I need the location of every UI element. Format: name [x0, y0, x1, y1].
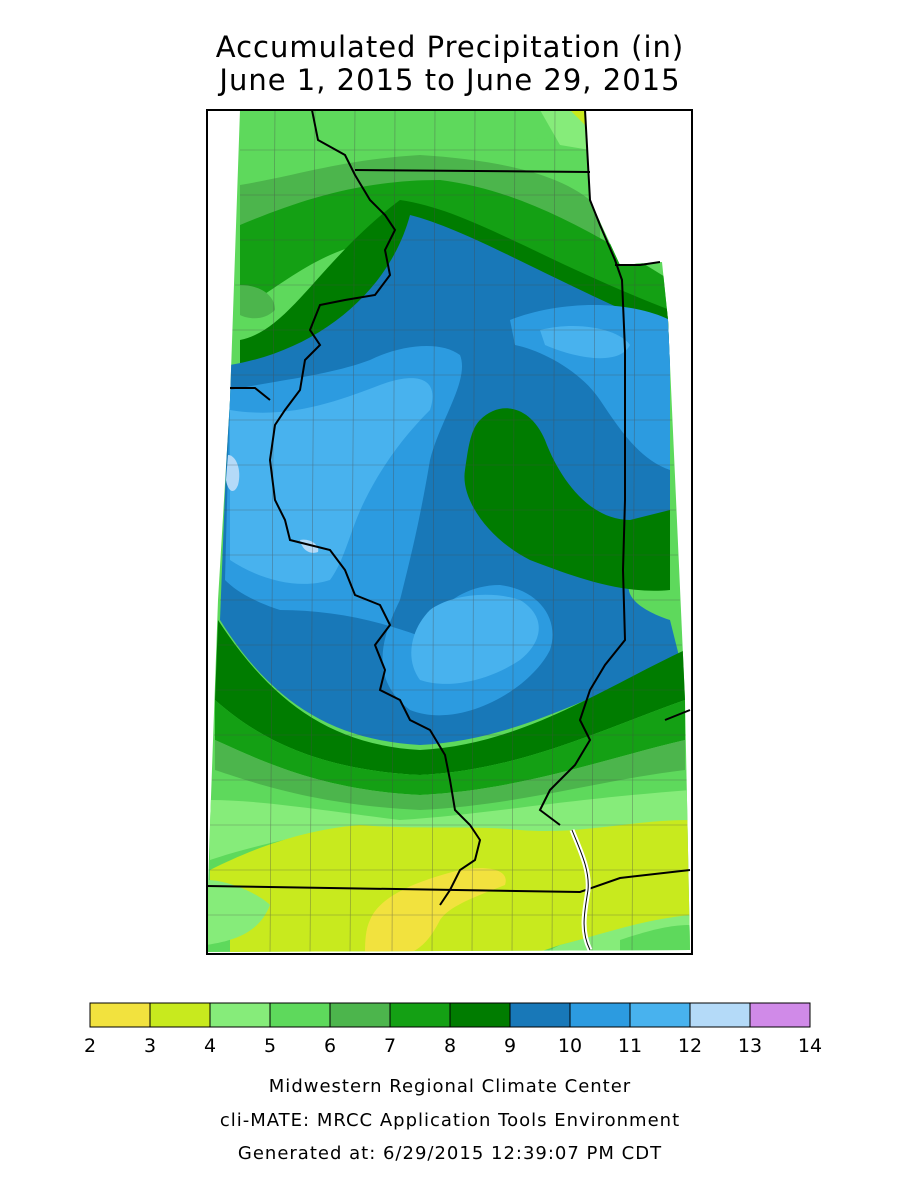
- legend-tick-label: 5: [264, 1035, 276, 1057]
- legend-tick-label: 6: [324, 1035, 336, 1057]
- legend-swatch-6-7: [329, 1002, 391, 1028]
- legend-tick-label: 10: [558, 1035, 582, 1057]
- legend-tick-label: 13: [738, 1035, 762, 1057]
- legend-swatch-7-8: [389, 1002, 451, 1028]
- legend-tick-label: 9: [504, 1035, 516, 1057]
- legend-swatch-5-6: [269, 1002, 331, 1028]
- county-boundaries: [207, 110, 690, 952]
- state-borders: [207, 110, 691, 906]
- legend-tick-label: 3: [144, 1035, 156, 1057]
- legend-tick-label: 4: [204, 1035, 216, 1057]
- precipitation-map: [206, 109, 693, 955]
- legend-swatch-11-12: [629, 1002, 691, 1028]
- legend-tick-label: 11: [618, 1035, 642, 1057]
- legend-tick-label: 14: [798, 1035, 822, 1057]
- generated-timestamp: Generated at: 6/29/2015 12:39:07 PM CDT: [237, 1143, 663, 1164]
- legend-swatch-13-14: [749, 1002, 811, 1028]
- legend-swatch-12-13: [689, 1002, 751, 1028]
- map-frame: [206, 109, 693, 955]
- legend-swatch-3-4: [149, 1002, 211, 1028]
- map-date-range: June 1, 2015 to June 29, 2015: [219, 63, 681, 97]
- legend-swatch-4-5: [209, 1002, 271, 1028]
- legend-swatch-2-3: [89, 1002, 151, 1028]
- legend-tick-label: 2: [84, 1035, 96, 1057]
- legend-swatch-8-9: [449, 1002, 511, 1028]
- legend-swatch-9-10: [509, 1002, 571, 1028]
- credit-tool: cli-MATE: MRCC Application Tools Environ…: [219, 1110, 681, 1131]
- legend-tick-label: 8: [444, 1035, 456, 1057]
- credit-organization: Midwestern Regional Climate Center: [268, 1076, 632, 1097]
- color-legend: 2 3 4 5 6 7 8 9 10 11 12 13 14: [84, 1002, 822, 1057]
- map-title: Accumulated Precipitation (in): [215, 30, 685, 64]
- legend-tick-label: 12: [678, 1035, 702, 1057]
- legend-tick-label: 7: [384, 1035, 396, 1057]
- legend-swatch-10-11: [569, 1002, 631, 1028]
